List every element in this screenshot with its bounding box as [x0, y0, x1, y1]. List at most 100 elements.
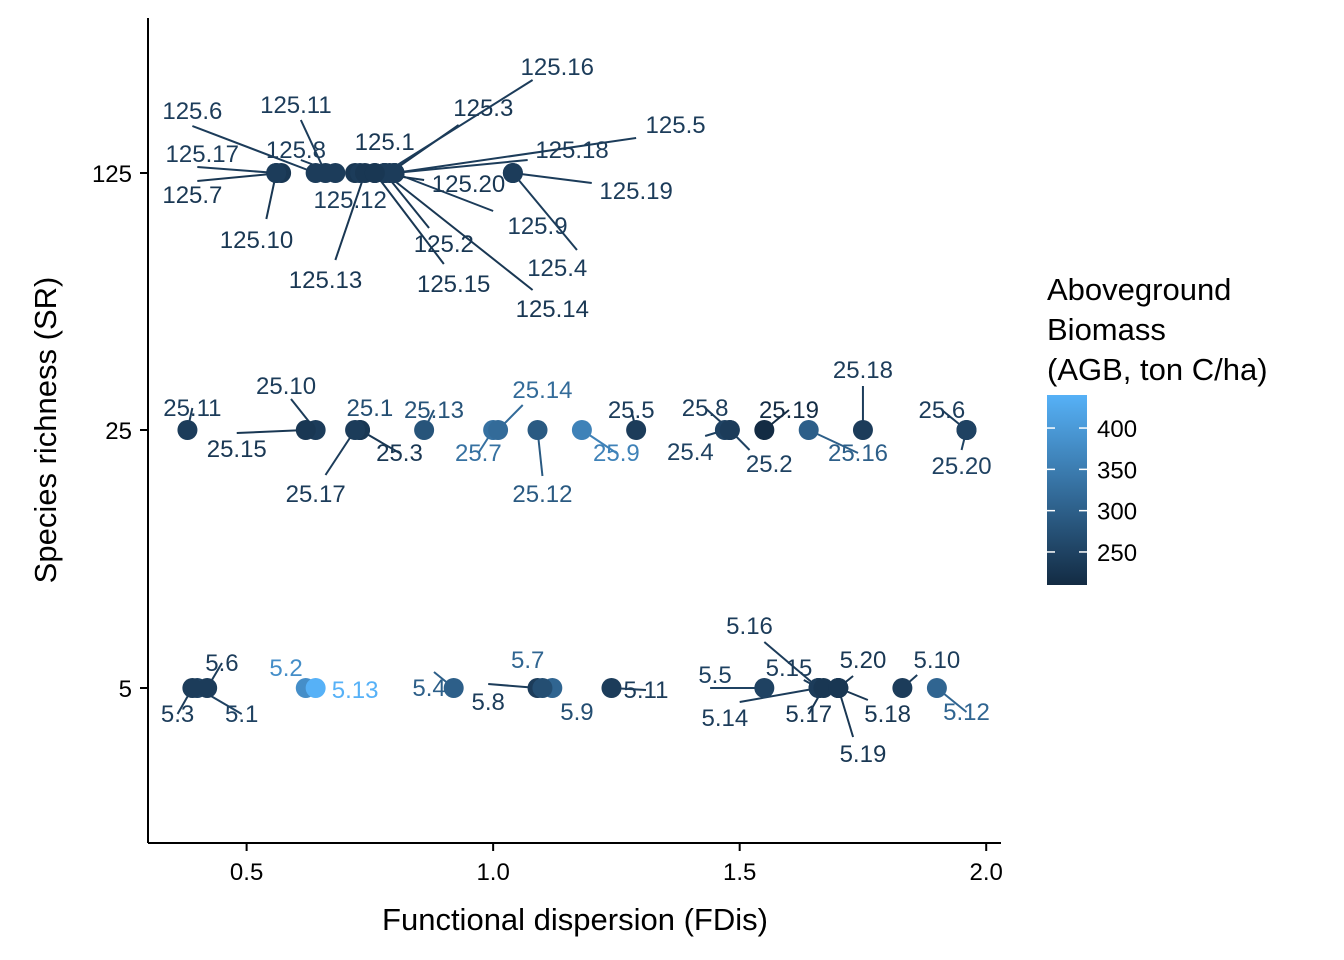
point-label: 5.15	[766, 655, 813, 682]
point-label: 5.18	[864, 701, 911, 728]
x-tick-label: 2.0	[970, 859, 1003, 886]
data-point	[502, 163, 523, 183]
data-point	[177, 420, 198, 440]
point-label: 125.16	[521, 54, 594, 81]
point-label: 25.13	[404, 397, 464, 424]
point-label: 125.7	[162, 182, 222, 209]
data-point	[571, 420, 592, 440]
point-label: 5.5	[698, 662, 731, 689]
label-leader-line	[763, 641, 820, 689]
label-leader-line	[236, 429, 306, 434]
label-leader-line	[197, 166, 277, 174]
data-point	[956, 420, 977, 440]
data-point	[364, 163, 385, 183]
points-layer	[177, 163, 977, 698]
label-leader-line	[334, 172, 366, 261]
data-point	[798, 420, 819, 440]
x-ticks: 0.5 1.0 1.5 2.0	[230, 843, 1003, 886]
point-label: 5.19	[840, 741, 887, 768]
x-tick-label: 1.5	[723, 859, 756, 886]
data-point	[926, 678, 947, 698]
point-label: 125.12	[313, 187, 386, 214]
point-label: 25.19	[759, 397, 819, 424]
point-label: 5.8	[472, 689, 505, 716]
data-point	[719, 420, 740, 440]
legend-tick-label: 250	[1097, 540, 1137, 567]
y-axis-title: Species richness (SR)	[28, 277, 63, 584]
legend-title-line-2: Biomass	[1047, 312, 1166, 347]
data-point	[315, 163, 336, 183]
point-label: 25.1	[347, 395, 394, 422]
label-leader-line	[374, 172, 445, 265]
legend-title-line-1: Aboveground	[1047, 272, 1231, 307]
data-point	[266, 163, 287, 183]
data-point	[295, 420, 316, 440]
point-label: 125.13	[289, 267, 362, 294]
point-label: 25.4	[667, 439, 714, 466]
point-label: 5.9	[560, 699, 593, 726]
data-point	[852, 420, 873, 440]
point-label: 125.14	[516, 296, 589, 323]
point-label: 5.17	[785, 701, 832, 728]
legend-ticks: 250 300 350 400	[1047, 416, 1137, 567]
point-label: 25.20	[932, 453, 992, 480]
data-point	[488, 420, 509, 440]
point-label: 5.2	[269, 655, 302, 682]
point-label: 25.2	[746, 451, 793, 478]
point-label: 25.10	[256, 373, 316, 400]
point-label: 125.3	[453, 95, 513, 122]
point-label: 5.13	[332, 677, 379, 704]
data-point	[626, 420, 647, 440]
point-label: 25.16	[828, 440, 888, 467]
label-leader-line	[394, 137, 637, 174]
point-label: 125.8	[266, 137, 326, 164]
point-label: 25.5	[608, 397, 655, 424]
data-point	[182, 678, 203, 698]
data-point	[305, 678, 326, 698]
data-point	[892, 678, 913, 698]
point-label: 5.16	[726, 613, 773, 640]
data-point	[414, 420, 435, 440]
x-tick-label: 0.5	[230, 859, 263, 886]
point-label: 125.4	[527, 255, 587, 282]
data-point	[601, 678, 622, 698]
data-point	[384, 163, 405, 183]
data-point	[443, 678, 464, 698]
data-point	[828, 678, 849, 698]
legend-colorbar	[1047, 395, 1087, 585]
x-axis-title: Functional dispersion (FDis)	[382, 902, 768, 937]
legend-tick-label: 300	[1097, 499, 1137, 526]
label-leader-line	[512, 172, 578, 251]
data-point	[532, 678, 553, 698]
legend-tick-label: 400	[1097, 416, 1137, 443]
point-label: 25.15	[207, 436, 267, 463]
point-label: 5.7	[511, 647, 544, 674]
point-label: 125.20	[432, 171, 505, 198]
point-label: 125.18	[535, 137, 608, 164]
point-label: 5.12	[943, 699, 990, 726]
y-tick-label: 125	[92, 161, 132, 188]
point-label: 25.6	[918, 397, 965, 424]
point-label: 25.7	[455, 440, 502, 467]
data-point	[345, 420, 366, 440]
point-label: 25.3	[376, 440, 423, 467]
point-label: 125.1	[355, 129, 415, 156]
point-label: 125.17	[166, 141, 239, 168]
x-tick-label: 1.0	[476, 859, 509, 886]
point-label: 5.20	[840, 647, 887, 674]
y-tick-label: 5	[119, 676, 132, 703]
point-label: 5.3	[161, 701, 194, 728]
legend-tick-label: 350	[1097, 457, 1137, 484]
point-label: 25.9	[593, 440, 640, 467]
y-ticks: 5 25 125	[92, 161, 148, 703]
label-leader-line	[512, 172, 592, 184]
point-label: 125.10	[220, 227, 293, 254]
point-label: 25.18	[833, 357, 893, 384]
point-label: 125.15	[417, 271, 490, 298]
data-point	[754, 420, 775, 440]
data-point	[813, 678, 834, 698]
label-leader-line	[384, 172, 534, 291]
point-label: 5.14	[702, 705, 749, 732]
legend: Aboveground Biomass (AGB, ton C/ha) 250 3…	[1047, 272, 1268, 585]
point-labels-layer: 125.11 25.2 125.3 125.4 125.5 125.6 125.7 125.8…	[161, 54, 992, 768]
